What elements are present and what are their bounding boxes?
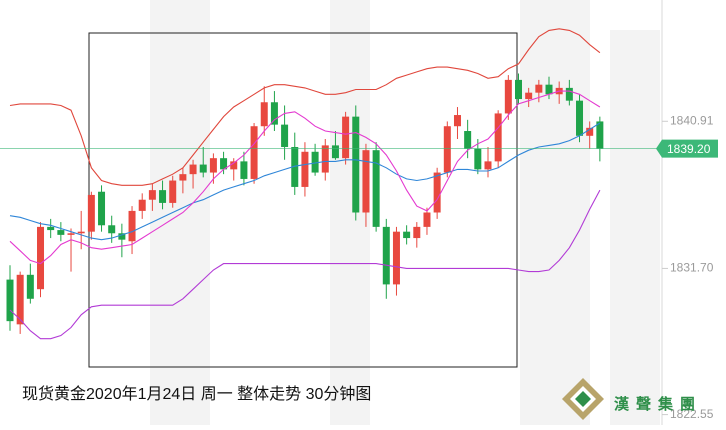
- candle-body: [230, 161, 238, 170]
- candle-body: [576, 100, 584, 136]
- candle-body: [281, 124, 289, 147]
- candle-body: [189, 164, 197, 175]
- candle-body: [352, 116, 360, 213]
- last-price-label: 1839.20: [667, 142, 711, 156]
- candle-body: [474, 148, 482, 170]
- candle-body: [37, 226, 45, 290]
- candle-body: [392, 231, 400, 285]
- candle-body: [453, 115, 461, 127]
- indicator-line: [9, 28, 601, 186]
- candle-body: [6, 279, 14, 322]
- candle-body: [179, 174, 187, 181]
- candle-body: [484, 161, 492, 170]
- indicator-line: [9, 189, 601, 340]
- candle-body: [342, 116, 350, 159]
- candle-body: [382, 226, 390, 285]
- indicator-line: [9, 122, 601, 241]
- candle-body: [515, 79, 522, 100]
- candle-body: [596, 121, 604, 149]
- candle-body: [545, 84, 553, 95]
- candle-body: [47, 226, 55, 231]
- candle-body: [525, 92, 533, 100]
- candle-body: [138, 199, 146, 211]
- y-tick-label: 1822.55: [670, 407, 714, 421]
- candle-body: [504, 79, 512, 114]
- candle-body: [311, 151, 319, 173]
- candle-body: [413, 226, 421, 239]
- candle-body: [209, 158, 217, 173]
- candle-body: [169, 180, 177, 203]
- candle-body: [159, 190, 167, 203]
- candle-body: [464, 131, 472, 149]
- candle-body: [118, 233, 126, 240]
- plot: 1822.55 1831.70 1840.91: [0, 28, 714, 421]
- candle-body: [67, 233, 75, 235]
- candle-body: [372, 150, 380, 227]
- candle-body: [199, 164, 207, 173]
- candle-body: [270, 102, 278, 125]
- y-tick-label: 1840.91: [670, 113, 714, 127]
- candle-body: [403, 231, 411, 239]
- candle-body: [148, 190, 156, 200]
- candle-body: [108, 225, 116, 234]
- candle-body: [586, 127, 594, 136]
- candle-body: [250, 126, 258, 179]
- indicator-line: [9, 90, 601, 265]
- candle-body: [443, 126, 451, 173]
- candle-body: [220, 158, 228, 170]
- candle-body: [301, 151, 309, 187]
- candle-body: [57, 230, 65, 235]
- candle-body: [16, 274, 24, 325]
- logo: 漢聲集團: [562, 378, 702, 420]
- candle-body: [26, 274, 34, 299]
- y-tick-label: 1831.70: [670, 261, 714, 275]
- candle-body: [291, 146, 299, 187]
- candle-body: [87, 194, 95, 232]
- candle-body: [98, 191, 106, 226]
- candle-body: [535, 84, 543, 93]
- last-price-marker: [656, 139, 718, 158]
- background: [150, 0, 660, 425]
- candle-body: [128, 210, 136, 242]
- candle-body: [240, 161, 248, 179]
- candle-body: [77, 231, 85, 234]
- candle-body: [423, 212, 431, 227]
- candle-body: [331, 145, 339, 159]
- candle-body: [362, 150, 370, 213]
- candle-body: [260, 102, 268, 127]
- candle-body: [433, 172, 441, 213]
- candle-body: [321, 145, 329, 173]
- logo-text: 漢聲集團: [614, 395, 702, 413]
- candle-body: [494, 113, 502, 162]
- candle-body: [565, 87, 573, 101]
- chart-title: 现货黄金2020年1月24日 周一 整体走势 30分钟图: [22, 385, 371, 403]
